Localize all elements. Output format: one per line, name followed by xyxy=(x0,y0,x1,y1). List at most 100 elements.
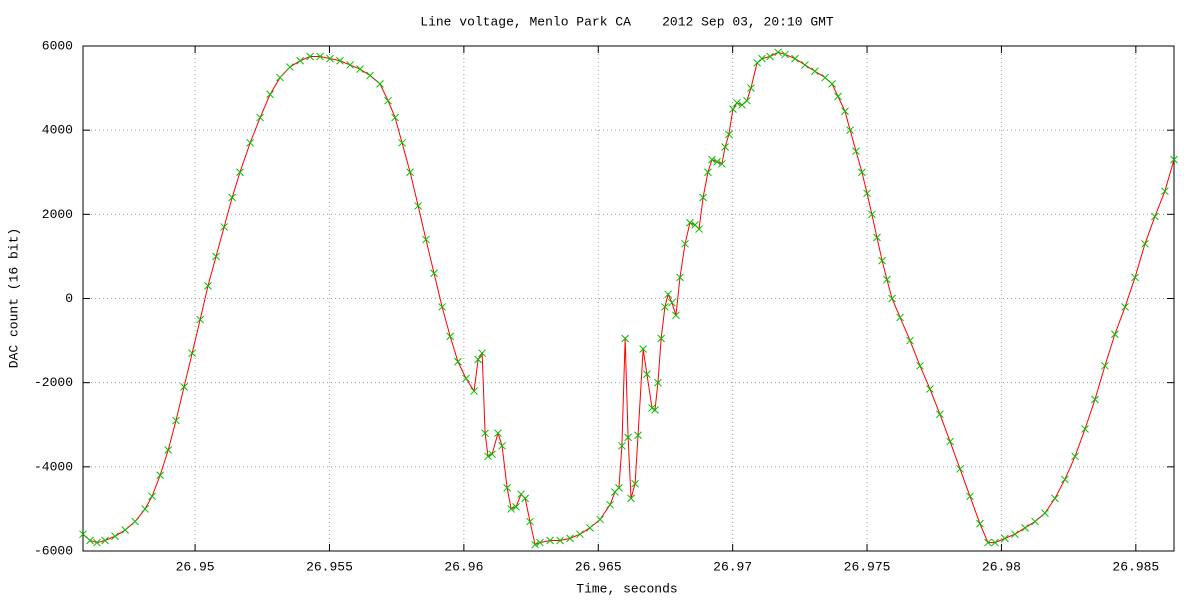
data-marker xyxy=(256,113,264,122)
data-marker xyxy=(618,441,626,450)
data-marker xyxy=(906,336,914,345)
data-marker xyxy=(316,52,324,61)
data-marker xyxy=(1131,273,1139,282)
data-marker xyxy=(246,138,255,147)
y-tick-label: -2000 xyxy=(34,375,73,390)
data-marker xyxy=(821,73,829,82)
data-marker xyxy=(220,223,228,231)
data-marker xyxy=(546,536,555,545)
data-marker xyxy=(916,361,924,370)
data-marker xyxy=(156,471,164,480)
x-tick-label: 26.96 xyxy=(444,559,483,574)
data-marker xyxy=(634,431,642,440)
data-marker xyxy=(1041,509,1049,517)
data-marker xyxy=(758,54,766,63)
data-marker xyxy=(896,313,904,322)
data-marker xyxy=(846,126,854,135)
data-marker xyxy=(774,48,782,57)
data-marker xyxy=(1011,530,1019,539)
data-marker xyxy=(422,235,430,244)
y-tick-label: 4000 xyxy=(42,123,73,138)
data-marker xyxy=(1021,524,1029,532)
data-marker xyxy=(606,500,614,509)
data-marker xyxy=(654,378,662,387)
data-marker xyxy=(566,534,574,543)
data-marker xyxy=(470,387,478,395)
chart-title: Line voltage, Menlo Park CA 2012 Sep 03,… xyxy=(420,14,834,29)
data-marker xyxy=(336,56,344,65)
data-marker xyxy=(681,239,689,248)
data-marker xyxy=(1151,212,1159,221)
y-axis-label: DAC count (16 bit) xyxy=(6,228,21,368)
data-marker xyxy=(1101,361,1109,370)
data-marker xyxy=(888,294,896,303)
data-marker xyxy=(747,84,755,92)
data-marker xyxy=(1081,425,1089,433)
data-marker xyxy=(296,56,305,65)
data-marker xyxy=(346,61,355,69)
data-marker xyxy=(430,269,438,278)
data-marker xyxy=(729,105,737,113)
data-marker xyxy=(474,355,482,364)
data-marker xyxy=(93,538,101,547)
data-marker xyxy=(266,90,274,99)
data-marker xyxy=(631,479,639,488)
data-marker xyxy=(639,345,648,353)
data-marker xyxy=(438,303,446,311)
data-marker xyxy=(556,536,564,545)
data-marker xyxy=(721,143,729,151)
data-marker xyxy=(956,465,964,473)
data-marker xyxy=(481,429,489,438)
data-marker xyxy=(286,63,294,71)
data-marker xyxy=(828,80,836,88)
data-marker xyxy=(586,524,594,532)
data-marker xyxy=(236,168,244,177)
data-marker xyxy=(86,536,94,545)
data-marker xyxy=(204,282,212,290)
data-marker xyxy=(791,54,799,63)
data-marker xyxy=(801,61,809,69)
data-marker xyxy=(1071,452,1079,461)
data-marker xyxy=(615,484,623,492)
data-marker xyxy=(488,450,496,459)
data-marker xyxy=(131,517,139,526)
data-marker xyxy=(164,446,173,454)
data-marker xyxy=(878,256,886,265)
data-marker xyxy=(743,96,751,105)
data-marker xyxy=(936,410,944,419)
data-marker xyxy=(686,218,694,227)
y-tick-label: -6000 xyxy=(34,543,73,558)
data-marker xyxy=(713,157,721,166)
y-tick-label: 2000 xyxy=(42,207,73,222)
data-marker xyxy=(521,494,530,503)
data-marker xyxy=(858,168,866,177)
x-tick-label: 26.955 xyxy=(306,559,353,574)
data-marker xyxy=(498,441,506,450)
data-marker xyxy=(873,233,881,242)
data-marker xyxy=(180,383,188,391)
data-marker xyxy=(212,252,220,261)
data-marker xyxy=(531,540,539,549)
data-marker xyxy=(228,193,237,202)
data-marker xyxy=(1031,517,1039,526)
y-tick-label: 6000 xyxy=(42,38,73,53)
data-marker xyxy=(841,107,849,116)
data-marker xyxy=(478,349,486,358)
data-marker xyxy=(863,189,871,198)
x-tick-label: 26.95 xyxy=(176,559,215,574)
data-marker xyxy=(718,159,726,168)
data-marker xyxy=(1051,494,1059,503)
data-marker xyxy=(536,538,544,547)
data-marker xyxy=(883,275,891,284)
x-tick-label: 26.985 xyxy=(1112,559,1159,574)
data-marker xyxy=(446,332,455,341)
x-axis-label: Time, seconds xyxy=(576,581,677,596)
data-marker xyxy=(852,147,860,156)
data-marker xyxy=(576,530,584,539)
data-marker xyxy=(276,73,284,82)
x-tick-label: 26.97 xyxy=(713,559,752,574)
data-marker xyxy=(811,67,819,76)
data-marker xyxy=(121,526,130,534)
